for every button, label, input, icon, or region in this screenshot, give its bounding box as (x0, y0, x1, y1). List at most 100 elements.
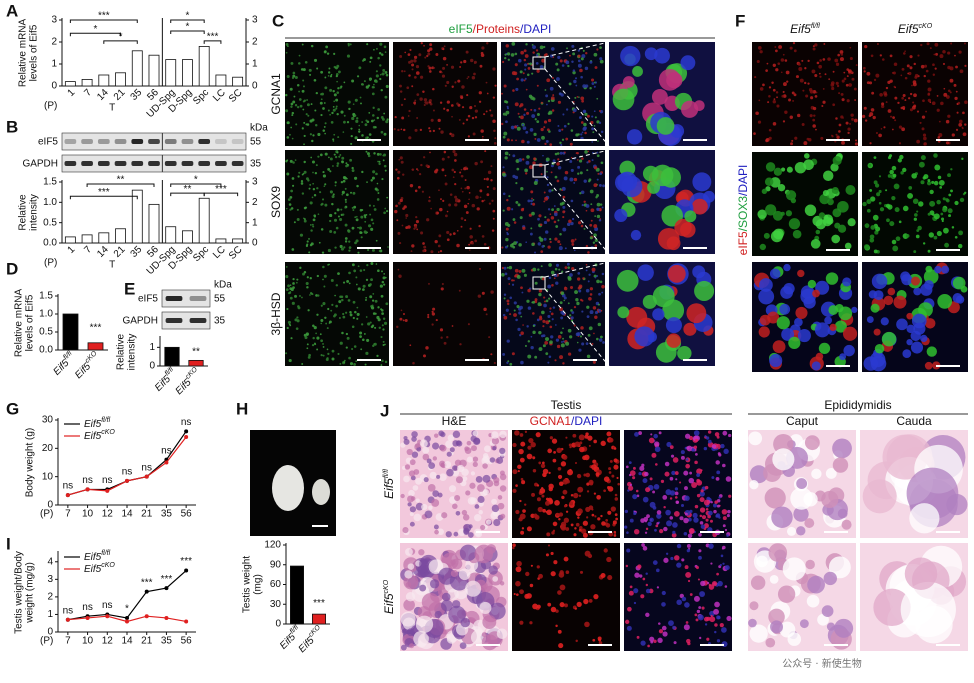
cell (934, 42, 939, 47)
cell (584, 621, 590, 628)
cell (339, 362, 342, 365)
cell (413, 630, 429, 647)
cell (446, 335, 449, 339)
cell (350, 142, 353, 145)
cell (506, 266, 509, 269)
cell (696, 468, 703, 475)
cell (425, 346, 429, 350)
cell (819, 75, 822, 78)
cell (754, 75, 757, 79)
cell (336, 151, 339, 154)
cell (644, 531, 648, 534)
y-tick-label: 3 (51, 15, 57, 26)
cell (950, 168, 953, 171)
bar (215, 74, 227, 87)
cell (355, 360, 358, 362)
cell (338, 70, 341, 74)
cell (550, 335, 554, 339)
cell (594, 244, 598, 247)
sig-bracket (69, 19, 138, 23)
cell (429, 151, 431, 154)
cell (893, 183, 900, 190)
cell (506, 206, 511, 211)
cell (385, 120, 389, 124)
cell (403, 98, 406, 101)
cell (632, 476, 636, 480)
cell (375, 263, 378, 265)
cell (411, 451, 419, 458)
cell (635, 489, 639, 493)
cell (704, 435, 707, 438)
cell (467, 135, 470, 138)
cell (920, 43, 923, 47)
cell (503, 293, 507, 296)
cell (381, 270, 383, 273)
cell (296, 105, 300, 109)
cell (608, 471, 612, 474)
cell (291, 114, 294, 117)
cell (563, 299, 566, 302)
point (85, 615, 90, 620)
cell (346, 121, 350, 124)
cell (538, 461, 542, 465)
blot-marker: 35 (214, 316, 226, 327)
cell (414, 128, 418, 132)
cell (502, 60, 505, 64)
cell (720, 554, 724, 558)
cell (351, 325, 355, 329)
cell (422, 453, 430, 461)
cell (286, 172, 290, 176)
cell (588, 599, 593, 603)
cell (397, 231, 401, 235)
cell (443, 107, 446, 110)
cell (589, 310, 594, 315)
cell (499, 447, 506, 454)
cell (573, 305, 577, 309)
cell (765, 637, 776, 648)
cell (940, 212, 944, 216)
band (114, 161, 127, 166)
cell (873, 588, 911, 627)
cell (932, 63, 935, 67)
cell (699, 491, 705, 497)
cell (902, 167, 907, 173)
cell (547, 118, 552, 123)
bar (164, 346, 180, 367)
cell (851, 77, 855, 81)
cell (811, 69, 816, 74)
cell (798, 66, 803, 71)
cell (285, 109, 289, 113)
cell (492, 96, 496, 99)
micrograph (285, 150, 389, 254)
cell (822, 88, 825, 90)
cell (331, 202, 334, 206)
cell (557, 240, 561, 244)
cell (373, 208, 377, 211)
cell (587, 251, 590, 254)
cell (411, 168, 415, 171)
cell (400, 103, 404, 107)
cell (439, 101, 443, 104)
x-tick-label: 12 (102, 509, 114, 520)
cell (349, 43, 352, 46)
cell (521, 123, 525, 126)
cell (540, 250, 544, 254)
cell (462, 476, 468, 482)
cell (514, 274, 517, 278)
cell (454, 195, 458, 199)
cell (419, 128, 423, 132)
cell (904, 50, 906, 53)
cell (664, 461, 670, 467)
cell (780, 167, 786, 172)
cell (553, 205, 556, 207)
cell (335, 304, 338, 308)
cell (567, 302, 570, 305)
cell (352, 191, 356, 195)
cell (719, 623, 724, 628)
cell (805, 559, 815, 570)
cell (352, 300, 356, 304)
cell (486, 177, 489, 181)
cell (511, 42, 516, 46)
cell (722, 562, 725, 565)
cell (471, 203, 476, 208)
